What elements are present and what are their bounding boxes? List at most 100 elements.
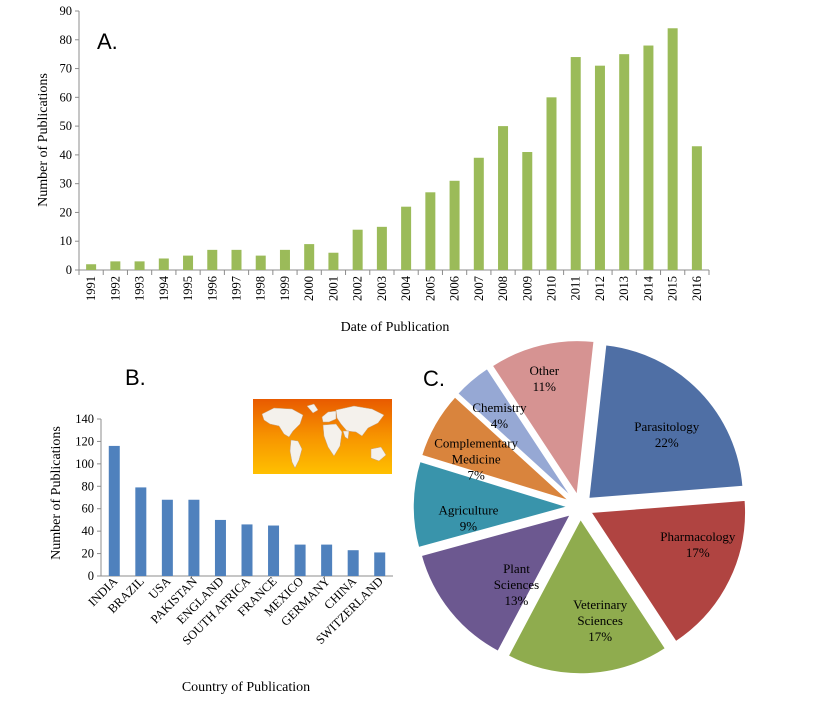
pie-slice-label: 17%: [686, 545, 710, 560]
a-bar: [352, 229, 363, 270]
pie-slice: [412, 460, 571, 549]
a-bar: [473, 157, 484, 270]
pie-slice-label: Sciences: [494, 577, 539, 592]
a-bar: [376, 226, 387, 270]
pie-slice-label: Medicine: [452, 452, 501, 467]
b-bar: [135, 487, 147, 576]
a-bar: [425, 192, 436, 270]
panel-b-letter: B.: [125, 365, 146, 390]
a-bar: [570, 57, 581, 270]
a-bar: [401, 206, 412, 270]
world-map-icon: [253, 399, 392, 474]
a-bar: [183, 255, 194, 270]
b-ytick-label: 40: [82, 524, 95, 538]
a-xtick-label: 1995: [181, 276, 195, 301]
a-ytick-label: 20: [60, 205, 73, 219]
a-xtick-label: 2010: [545, 276, 559, 301]
panel-a-chart: A. Number of Publications Date of Public…: [36, 4, 710, 335]
a-bar: [691, 146, 702, 270]
a-bar: [643, 45, 654, 271]
a-xtick-label: 2012: [593, 276, 607, 301]
pie-slice-label: Veterinary: [573, 597, 628, 612]
a-xtick-label: 2000: [302, 276, 316, 301]
pie-slice-label: Plant: [503, 561, 530, 576]
a-ytick-label: 10: [60, 234, 73, 248]
pie-slice: [491, 339, 596, 498]
a-xtick-label: 2002: [351, 276, 365, 301]
a-xtick-label: 2014: [641, 275, 655, 301]
a-bar: [667, 28, 678, 271]
a-xtick-label: 2013: [617, 276, 631, 301]
b-ytick-label: 140: [75, 412, 94, 426]
b-bar: [241, 524, 253, 576]
a-xtick-label: 2001: [326, 276, 340, 301]
b-ytick-label: 100: [75, 457, 94, 471]
pie-slice: [589, 499, 747, 643]
b-bar: [161, 499, 173, 576]
pie-slice-label: 7%: [467, 468, 485, 483]
a-ytick-label: 90: [60, 4, 73, 18]
b-bar: [347, 550, 359, 576]
pie-slice-label: 9%: [460, 519, 478, 534]
b-bar: [188, 499, 200, 576]
a-xtick-label: 1994: [157, 275, 171, 301]
pie-slice-label: 13%: [505, 593, 529, 608]
panel-c-letter: C.: [423, 366, 445, 391]
a-bar: [86, 264, 97, 270]
b-bar: [374, 552, 386, 576]
a-xtick-label: 1991: [84, 276, 98, 301]
pie-slice-label: Sciences: [577, 613, 622, 628]
b-ytick-label: 80: [82, 479, 95, 493]
pie-slice-label: Agriculture: [438, 503, 498, 518]
a-bar: [158, 258, 169, 270]
a-xtick-label: 2009: [520, 276, 534, 301]
b-bar: [294, 544, 306, 576]
a-ytick-label: 80: [60, 33, 73, 47]
a-ytick-label: 50: [60, 119, 73, 133]
pie-slice-label: Pharmacology: [660, 529, 736, 544]
b-ytick-label: 0: [88, 569, 94, 583]
pie-slice-label: 22%: [655, 435, 679, 450]
b-bar: [108, 445, 120, 576]
panel-a-letter: A.: [97, 29, 118, 54]
a-xtick-label: 1998: [254, 276, 268, 301]
a-bar: [619, 54, 630, 270]
a-ytick-label: 60: [60, 90, 73, 104]
a-ytick-label: 0: [66, 263, 72, 277]
a-bar: [134, 261, 145, 270]
a-bar: [546, 97, 557, 270]
a-xtick-label: 2003: [375, 276, 389, 301]
a-ytick-label: 70: [60, 62, 73, 76]
a-xtick-label: 1999: [278, 276, 292, 301]
a-xtick-label: 1997: [230, 276, 244, 301]
pie-slice-label: Complementary: [434, 436, 518, 451]
a-xtick-label: 2011: [569, 276, 583, 301]
pie-slice: [507, 517, 667, 675]
pie-slice-label: Other: [530, 363, 560, 378]
a-xtick-label: 2016: [690, 276, 704, 301]
a-xtick-label: 2008: [496, 276, 510, 301]
b-bar: [321, 544, 333, 576]
a-bar: [110, 261, 121, 270]
b-ytick-label: 20: [82, 547, 95, 561]
pie-slice-label: Parasitology: [634, 419, 699, 434]
a-bar: [522, 152, 533, 270]
b-ytick-label: 60: [82, 502, 95, 516]
a-xtick-label: 2006: [448, 276, 462, 301]
a-bar: [207, 249, 218, 270]
a-bar: [304, 244, 315, 270]
pie-slice: [420, 513, 573, 653]
a-ytick-label: 30: [60, 177, 73, 191]
a-bar: [255, 255, 266, 270]
panel-b-xlabel: Country of Publication: [182, 680, 310, 695]
b-ytick-label: 120: [75, 434, 94, 448]
pie-slice-label: 11%: [533, 379, 557, 394]
a-xtick-label: 1992: [108, 276, 122, 301]
pie-slice: [587, 343, 744, 500]
a-bar: [279, 249, 290, 270]
pie-slice: [420, 395, 571, 502]
a-bar: [328, 252, 339, 270]
panel-a-xlabel: Date of Publication: [341, 320, 450, 335]
